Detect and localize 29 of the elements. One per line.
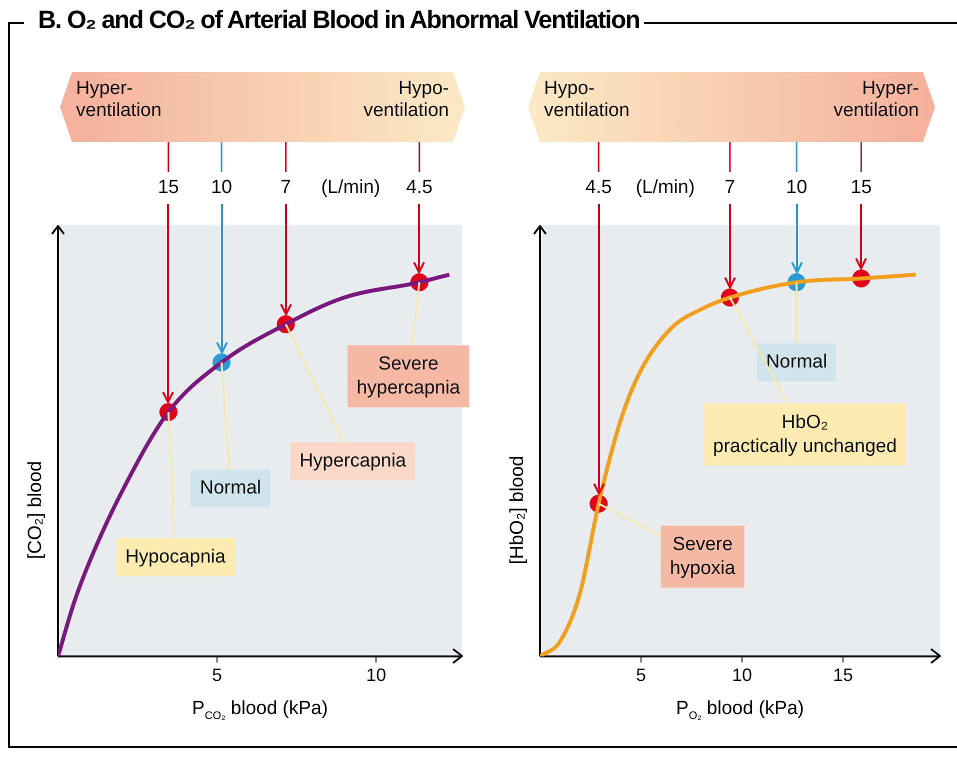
x-tick-label: 5 bbox=[212, 665, 222, 686]
arrow-banner: Hyper- ventilation Hypo- ventilation bbox=[60, 72, 465, 142]
annotation: HbO₂ practically unchanged bbox=[713, 412, 897, 457]
y-axis-title: [CO₂] blood bbox=[25, 460, 47, 560]
text: (L/min) bbox=[636, 177, 695, 198]
annotation: Severe hypoxia bbox=[670, 534, 736, 579]
annotation: 15 bbox=[158, 177, 179, 198]
x-tick-label: 10 bbox=[732, 665, 752, 686]
annotation: 10 bbox=[210, 177, 232, 198]
annotation: Hypocapnia bbox=[125, 546, 226, 568]
annotation: Severe hypercapnia bbox=[356, 354, 461, 398]
x-axis-title: P$_{CO₂}$ blood (kPa) bbox=[192, 698, 328, 722]
annotation: Normal bbox=[766, 352, 828, 372]
x-tick-label: 10 bbox=[366, 665, 386, 686]
annotation: 10 bbox=[786, 177, 808, 198]
text: (L/min) bbox=[321, 177, 380, 198]
annotation: 4.5 bbox=[585, 177, 612, 198]
annotation: 7 bbox=[280, 177, 292, 198]
y-axis-title: [HbO₂] blood bbox=[507, 456, 529, 564]
annotation: 15 bbox=[850, 177, 872, 198]
x-tick-label: 5 bbox=[636, 665, 646, 686]
chart-title: B. O₂ and CO₂ of Arterial Blood in Abnormal Ventilation bbox=[34, 6, 644, 35]
annotation: Normal bbox=[200, 478, 262, 499]
annotation: 4.5 bbox=[406, 177, 433, 198]
x-tick-label: 15 bbox=[833, 665, 854, 686]
annotation: Hypercapnia bbox=[299, 450, 407, 472]
arrow-banner: Hypo- ventilation Hyper- ventilation bbox=[528, 72, 935, 142]
x-axis-title: P$_{O₂}$ blood (kPa) bbox=[676, 698, 804, 722]
annotation: 7 bbox=[724, 177, 736, 198]
